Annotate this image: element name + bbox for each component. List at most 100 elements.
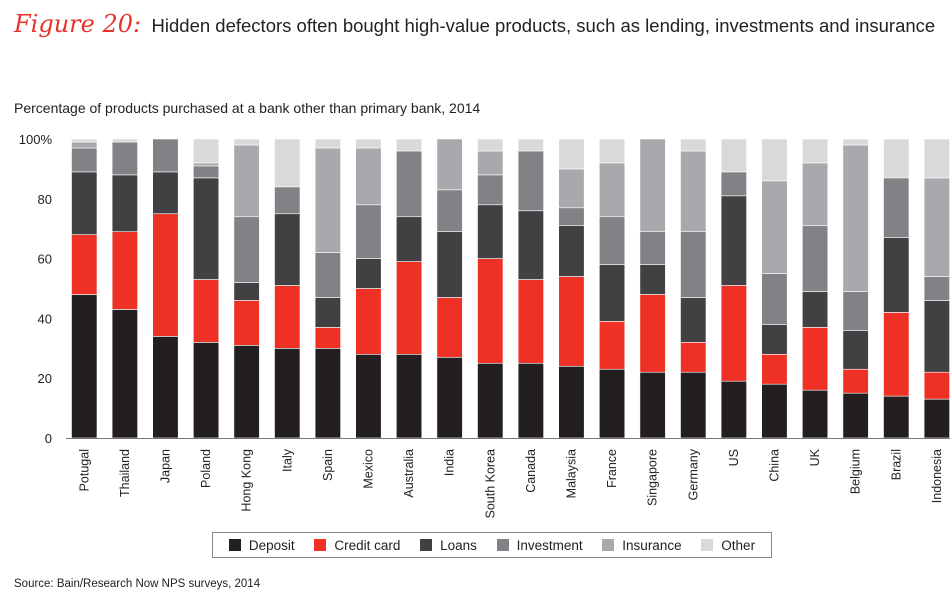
legend-swatch — [602, 539, 615, 551]
bar-segment-credit-card — [111, 231, 138, 310]
bar-segment-deposit — [436, 356, 463, 439]
bar-segment-other — [71, 138, 98, 143]
bar-segment-deposit — [111, 309, 138, 439]
x-tick-label: India — [443, 449, 457, 476]
x-tick-label: Italy — [280, 448, 294, 472]
bar-segment-other — [111, 138, 138, 143]
bar-segment-investment — [598, 216, 626, 265]
legend-swatch — [420, 539, 433, 551]
bar-segment-other — [193, 138, 220, 164]
figure-title: Hidden defectors often bought high-value… — [151, 15, 936, 36]
bar-segment-other — [355, 138, 382, 149]
bar-segment-insurance — [436, 138, 463, 191]
bar-segment-other — [842, 138, 869, 146]
bar-segment-investment — [680, 231, 707, 298]
bar-segment-deposit — [355, 353, 382, 439]
bar-segment-credit-card — [842, 368, 869, 394]
bar-segment-credit-card — [761, 353, 788, 385]
bar-segment-loans — [152, 171, 179, 215]
x-tick-label: Mexico — [361, 449, 375, 489]
y-tick-label: 40 — [38, 311, 52, 326]
source-note: Source: Bain/Research Now NPS surveys, 2… — [14, 578, 261, 590]
bar-segment-deposit — [152, 336, 179, 439]
legend-item: Other — [701, 538, 755, 553]
bar-segment-insurance — [680, 150, 707, 232]
bar-segment-insurance — [923, 177, 950, 277]
bar-segment-loans — [883, 237, 910, 313]
bar-segment-investment — [395, 150, 423, 218]
x-tick-label: Canada — [524, 449, 538, 493]
bar-segment-other — [477, 138, 504, 152]
bar-segment-investment — [193, 165, 220, 179]
legend-item: Loans — [420, 538, 477, 553]
bar-segment-credit-card — [923, 371, 950, 400]
bar-segment-deposit — [761, 383, 788, 439]
x-tick-label: US — [727, 449, 741, 466]
bar-segment-deposit — [923, 398, 950, 439]
bar-segment-other — [598, 138, 626, 164]
bar-segment-investment — [314, 252, 341, 298]
bar-segment-insurance — [801, 162, 829, 227]
bar-segment-loans — [111, 174, 138, 232]
bar-segment-other — [517, 138, 544, 152]
x-tick-label: Spain — [321, 449, 335, 481]
bar-segment-insurance — [598, 162, 626, 218]
bar-segment-loans — [274, 213, 301, 286]
bar-segment-other — [923, 138, 950, 179]
bar-segment-credit-card — [558, 276, 585, 367]
bar-segment-loans — [233, 282, 260, 301]
bar-segment-investment — [477, 174, 504, 206]
bar-segment-investment — [436, 189, 463, 232]
bar-segment-investment — [923, 276, 950, 301]
bar-segment-other — [883, 138, 910, 179]
bar-segment-credit-card — [395, 261, 423, 355]
bar-segment-credit-card — [598, 321, 626, 370]
legend-item: Investment — [496, 538, 583, 553]
x-tick-label: Poland — [199, 449, 213, 488]
bar-segment-deposit — [801, 389, 829, 439]
bar-segment-deposit — [314, 347, 341, 439]
bar-segment-credit-card — [883, 312, 910, 397]
bar-segment-loans — [436, 231, 463, 298]
bar-segment-credit-card — [720, 285, 747, 382]
bar-segment-deposit — [598, 368, 626, 439]
bar-segment-deposit — [558, 365, 585, 439]
bar-segment-credit-card — [477, 258, 504, 364]
bar-segment-investment — [801, 225, 829, 292]
bar-segment-deposit — [274, 347, 301, 439]
x-tick-label: Japan — [158, 449, 172, 483]
legend-label: Insurance — [622, 537, 682, 553]
x-tick-label: Belgium — [849, 449, 863, 494]
bar-segment-loans — [923, 300, 950, 373]
y-tick-label: 0 — [45, 431, 52, 446]
bar-segment-credit-card — [274, 285, 301, 349]
bar-segment-credit-card — [233, 300, 260, 346]
bar-segment-loans — [71, 171, 98, 235]
bar-segment-loans — [558, 225, 585, 277]
legend-label: Deposit — [248, 537, 295, 553]
bar-segment-insurance — [842, 144, 869, 292]
bar-segment-other — [558, 138, 585, 170]
bar-segment-other — [761, 138, 788, 182]
bar-segment-deposit — [842, 392, 869, 439]
legend-swatch — [496, 539, 509, 551]
bar-segment-investment — [842, 291, 869, 331]
x-tick-label: Malaysia — [564, 449, 578, 498]
bar-segment-other — [801, 138, 829, 164]
y-tick-label: 60 — [38, 252, 52, 267]
bar-segment-credit-card — [680, 342, 707, 373]
chart-legend: Deposit Credit card Loans Investment Insuran… — [212, 532, 772, 558]
bar-segment-loans — [395, 216, 423, 262]
bar-segment-credit-card — [436, 297, 463, 358]
legend-label: Loans — [440, 537, 477, 553]
legend-swatch — [314, 539, 327, 551]
bar-segment-credit-card — [517, 279, 544, 364]
bar-segment-other — [395, 138, 423, 152]
bar-segment-insurance — [355, 147, 382, 206]
bar-segment-insurance — [71, 141, 98, 149]
bar-segment-investment — [355, 204, 382, 259]
bar-segment-credit-card — [152, 213, 179, 337]
bar-segment-credit-card — [355, 288, 382, 355]
x-tick-label: Indonesia — [930, 449, 944, 503]
legend-item: Insurance — [602, 537, 682, 553]
